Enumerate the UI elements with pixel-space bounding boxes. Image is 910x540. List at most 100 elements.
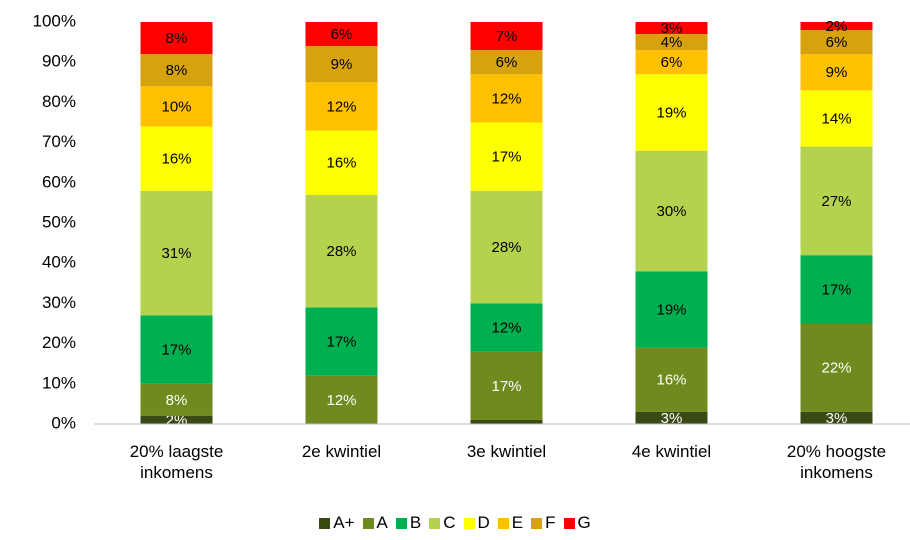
bar-segment (800, 90, 873, 147)
bar-segment (470, 419, 543, 424)
data-label: 3% (661, 20, 683, 37)
data-label: 3% (661, 410, 683, 427)
legend: A+ A B C D E F G (0, 513, 910, 533)
data-label: 2% (166, 412, 188, 429)
bar-segment (470, 351, 543, 420)
data-label: 16% (656, 372, 686, 389)
bar-segment (140, 54, 213, 87)
data-label: 6% (661, 54, 683, 71)
bar-segment (800, 146, 873, 256)
legend-item: B (395, 513, 422, 533)
bar-segment (635, 74, 708, 151)
data-label: 9% (826, 64, 848, 81)
legend-label: B (409, 513, 422, 532)
bar-segment (635, 34, 708, 51)
data-label: 9% (331, 56, 353, 73)
legend-swatch (463, 517, 475, 529)
bar-segment (800, 30, 873, 55)
y-tick-label: 80% (42, 92, 76, 111)
bar-segment (140, 126, 213, 191)
data-label: 19% (656, 301, 686, 318)
data-label: 22% (821, 360, 851, 377)
y-tick-label: 40% (42, 253, 76, 272)
x-tick-label: 20% laagste inkomens (129, 442, 224, 482)
data-label: 16% (326, 155, 356, 172)
data-label: 4% (661, 34, 683, 51)
data-label: 12% (491, 90, 521, 107)
data-label: 7% (496, 28, 518, 45)
bar-segment (470, 74, 543, 123)
y-tick-label: 100% (33, 11, 76, 30)
data-label: 6% (331, 26, 353, 43)
y-tick-label: 10% (42, 373, 76, 392)
bar-segment (800, 411, 873, 424)
bar-segment (470, 22, 543, 51)
x-tick-label: 3e kwintiel (466, 442, 547, 461)
data-label: 6% (826, 34, 848, 51)
legend-swatch (395, 517, 407, 529)
legend-swatch (362, 517, 374, 529)
x-tick-label: 20% hoogste inkomens (786, 442, 887, 482)
data-label: 28% (491, 239, 521, 256)
legend-item: C (429, 513, 456, 533)
data-label: 12% (491, 319, 521, 336)
bar-segment (635, 50, 708, 75)
data-label: 12% (326, 392, 356, 409)
data-label: 17% (161, 342, 191, 359)
legend-label: A+ (333, 513, 355, 532)
y-tick-label: 90% (42, 52, 76, 71)
data-label: 8% (166, 392, 188, 409)
bar-segment (305, 194, 378, 308)
bar-segment (140, 22, 213, 55)
data-label: 17% (491, 149, 521, 166)
y-tick-label: 70% (42, 132, 76, 151)
bar-segment (140, 383, 213, 416)
bar-segment (305, 46, 378, 83)
bar-segment (635, 271, 708, 348)
legend-label: E (511, 513, 524, 532)
bar-segment (800, 22, 873, 31)
data-label: 3% (826, 410, 848, 427)
legend-swatch (497, 517, 509, 529)
bar-segment (305, 130, 378, 195)
data-label: 19% (656, 104, 686, 121)
bar-segment (800, 255, 873, 324)
bar-segment (305, 82, 378, 131)
legend-label: G (577, 513, 591, 532)
x-tick-label: 2e kwintiel (301, 442, 382, 461)
data-label: 17% (821, 281, 851, 298)
data-label: 16% (161, 151, 191, 168)
data-label: 2% (826, 18, 848, 35)
data-label: 30% (656, 203, 686, 220)
data-label: 27% (821, 193, 851, 210)
bar-segment (635, 347, 708, 412)
data-label: 10% (161, 98, 191, 115)
bar-segment (470, 303, 543, 352)
bar-segment (140, 86, 213, 127)
y-tick-label: 30% (42, 293, 76, 312)
y-tick-label: 60% (42, 172, 76, 191)
legend-item: G (563, 513, 591, 533)
legend-swatch (531, 517, 543, 529)
data-label: 8% (166, 30, 188, 47)
legend-item: A+ (319, 513, 355, 533)
y-tick-label: 0% (51, 413, 76, 432)
data-label: 12% (326, 98, 356, 115)
y-tick-label: 50% (42, 212, 76, 231)
x-tick-label: 4e kwintiel (631, 442, 712, 461)
bar-segment (305, 22, 378, 47)
bar-segment (305, 307, 378, 376)
bar-segment (470, 122, 543, 191)
bar-segment (635, 150, 708, 272)
data-label: 14% (821, 110, 851, 127)
bar-segment (800, 323, 873, 412)
bar-segment (635, 411, 708, 424)
bar-segment (140, 315, 213, 384)
bar-segment (140, 190, 213, 316)
legend-label: D (477, 513, 490, 532)
legend-item: A (362, 513, 388, 533)
data-label: 28% (326, 243, 356, 260)
data-label: 6% (496, 54, 518, 71)
